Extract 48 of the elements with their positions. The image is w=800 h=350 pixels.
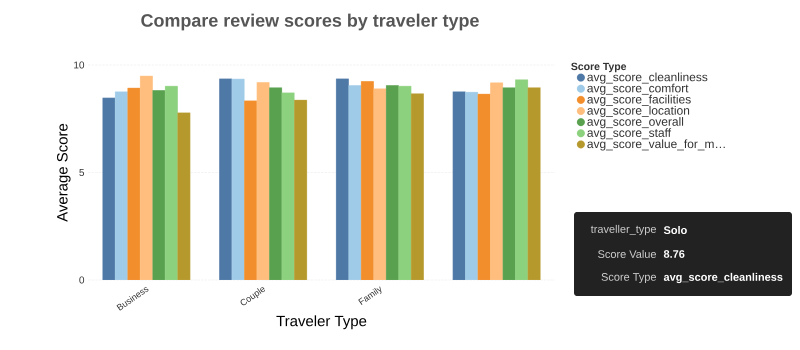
bar	[282, 92, 295, 280]
bar	[102, 98, 116, 280]
bar	[452, 91, 466, 280]
legend-label: avg_score_comfort	[587, 84, 688, 95]
bar	[478, 94, 491, 280]
bar	[360, 81, 374, 280]
text: avg_score_cleanliness	[664, 272, 782, 284]
bar	[164, 86, 178, 280]
bar	[219, 78, 232, 280]
bar	[398, 86, 412, 280]
text: traveller_type	[590, 224, 656, 236]
bar	[177, 112, 190, 280]
bar	[373, 88, 386, 280]
bar	[232, 78, 245, 280]
legend-label: avg_score_facilities	[587, 94, 691, 106]
text: Score Type	[602, 273, 656, 283]
bar	[294, 100, 308, 280]
bar	[244, 100, 258, 280]
bar	[490, 82, 504, 280]
bar	[410, 93, 424, 280]
chart-title: Compare review scores by traveler type	[141, 14, 479, 30]
bar	[528, 87, 541, 280]
bar	[256, 82, 270, 280]
bar	[515, 79, 528, 280]
legend-title: Score Type	[571, 62, 626, 72]
text: 8.76	[664, 250, 684, 258]
legend-label: avg_score_overall	[587, 117, 684, 128]
bar	[386, 85, 399, 280]
bar	[465, 92, 478, 280]
text: Score Value	[598, 250, 656, 258]
bar	[127, 88, 140, 280]
bar	[114, 91, 128, 280]
bar	[348, 85, 362, 280]
bar	[502, 87, 516, 280]
y-tick-label: 0	[79, 276, 84, 284]
y-tick-label: 10	[74, 61, 84, 69]
legend-label: avg_score_cleanliness	[587, 72, 708, 84]
text: Solo	[664, 226, 687, 234]
y-axis-title: Average Score	[57, 124, 71, 222]
bar	[152, 90, 166, 280]
bar	[269, 87, 282, 280]
legend-label: avg_score_value_for_m…	[587, 139, 725, 150]
bar	[336, 78, 349, 280]
legend-label: avg_score_location	[587, 106, 690, 118]
y-tick-label: 5	[79, 169, 84, 176]
bar	[140, 76, 153, 280]
legend-label: avg_score_staff	[587, 128, 672, 140]
x-axis-title: Traveler Type	[276, 315, 366, 330]
